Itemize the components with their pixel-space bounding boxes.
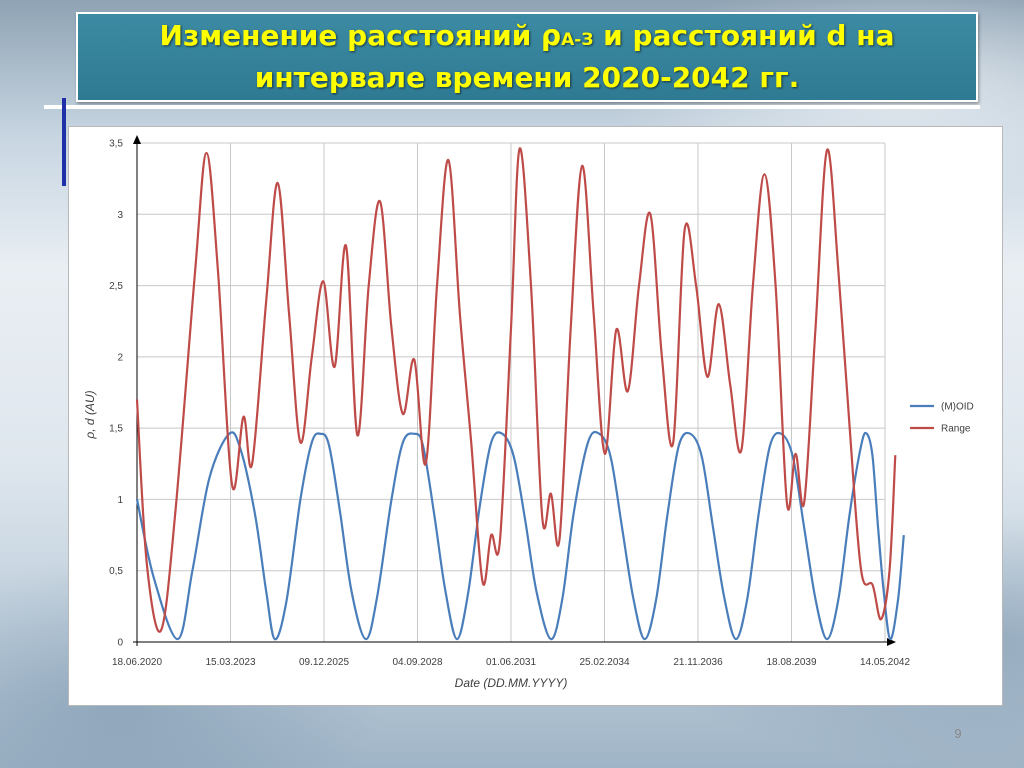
x-tick-label: 18.06.2020 [112, 657, 162, 668]
moid-series-line [135, 430, 905, 641]
y-tick-label: 1 [117, 495, 123, 506]
y-axis-title: ρ, d (AU) [83, 390, 97, 439]
title-banner: Изменение расстояний ρА-З и расстояний d… [76, 12, 978, 102]
title-part2: и расстояний d на [593, 19, 895, 52]
y-tick-label: 3 [117, 210, 123, 221]
x-tick-label: 01.06.2031 [486, 657, 536, 668]
legend-label: (M)OID [941, 402, 974, 413]
x-tick-label: 18.08.2039 [766, 657, 816, 668]
decorative-horizontal-line [44, 105, 980, 109]
y-tick-label: 0 [117, 638, 123, 649]
line-chart: 0 0,5 1 1,5 2 2,5 3 3,5 18.06.2020 15.03.2023 09.1… [83, 135, 974, 690]
x-axis-arrow [887, 638, 896, 646]
legend-label: Range [941, 424, 971, 435]
y-tick-label: 0,5 [109, 566, 123, 577]
slide-number: 9 [954, 726, 962, 741]
title-subscript: А-З [561, 30, 594, 50]
y-tick-label: 3,5 [109, 139, 123, 150]
chart-panel: 0 0,5 1 1,5 2 2,5 3 3,5 18.06.2020 15.03.2023 09.1… [68, 126, 1003, 706]
range-series-line [135, 147, 897, 633]
x-axis-title: Date (DD.MM.YYYY) [455, 676, 568, 690]
decorative-vertical-line [62, 98, 66, 186]
x-tick-label: 21.11.2036 [673, 657, 723, 668]
y-tick-label: 2,5 [109, 281, 123, 292]
y-tick-label: 2 [117, 352, 123, 363]
x-tick-label: 14.05.2042 [860, 657, 910, 668]
slide-title: Изменение расстояний ρА-З и расстояний d… [160, 17, 895, 97]
title-line2: интервале времени 2020-2042 гг. [254, 61, 800, 94]
title-part1: Изменение расстояний ρ [159, 19, 562, 52]
x-tick-label: 15.03.2023 [205, 657, 255, 668]
x-tick-label: 09.12.2025 [299, 657, 349, 668]
x-tick-label: 25.02.2034 [579, 657, 629, 668]
y-axis-arrow [133, 135, 141, 144]
x-tick-label: 04.09.2028 [392, 657, 442, 668]
y-tick-label: 1,5 [109, 424, 123, 435]
